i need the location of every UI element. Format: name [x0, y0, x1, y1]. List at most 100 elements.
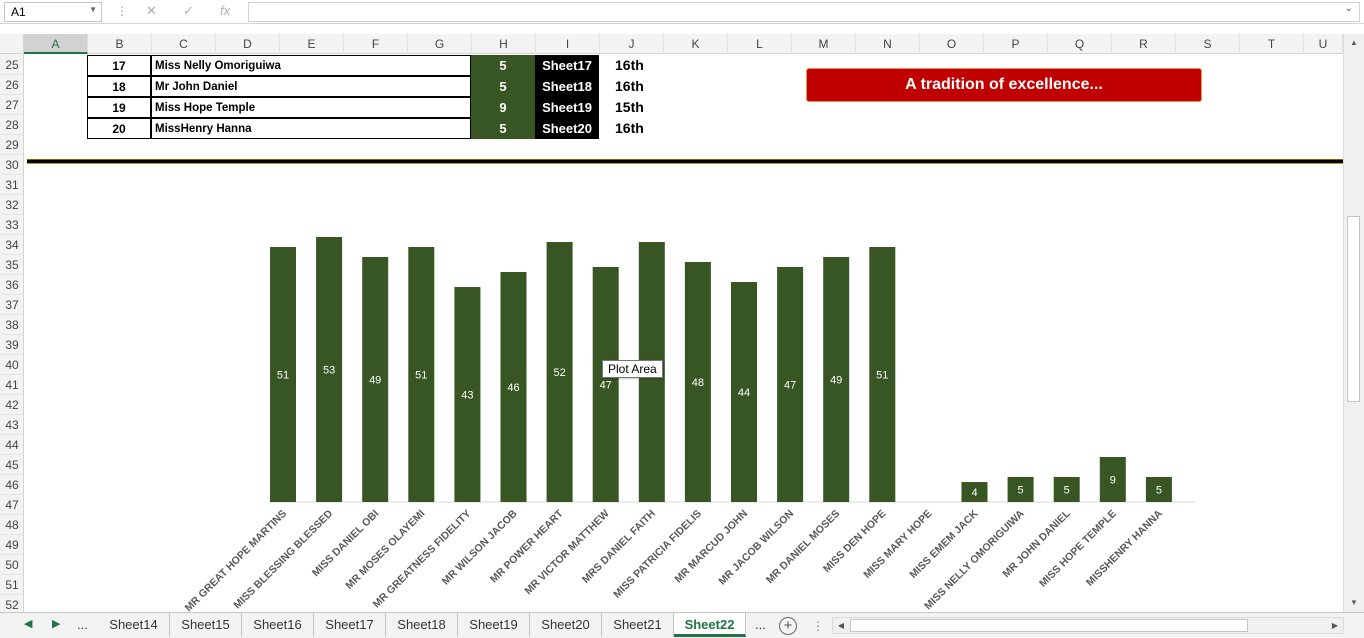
column-header-f[interactable]: F [344, 34, 408, 54]
table-cell-name[interactable]: Miss Hope Temple [151, 97, 471, 118]
horizontal-scroll-thumb[interactable] [850, 619, 1248, 632]
chart-bar[interactable] [270, 247, 296, 502]
table-cell-name[interactable]: MissHenry Hanna [151, 118, 471, 139]
select-all-corner[interactable] [0, 34, 24, 54]
formula-input[interactable]: ⌄ [248, 2, 1360, 22]
x-icon[interactable]: ✕ [146, 3, 157, 18]
vertical-scrollbar[interactable]: ▲ ▼ [1343, 34, 1364, 612]
row-header-44[interactable]: 44 [0, 435, 23, 455]
column-header-e[interactable]: E [280, 34, 344, 54]
row-header-27[interactable]: 27 [0, 95, 23, 115]
chart-bar[interactable] [1145, 477, 1172, 502]
chart-bar[interactable] [500, 272, 527, 502]
vertical-dots-icon[interactable]: ⋮ [812, 619, 824, 633]
chevron-down-icon[interactable]: ⌄ [1344, 3, 1353, 14]
row-header-48[interactable]: 48 [0, 515, 23, 535]
chart-bar[interactable] [961, 482, 988, 502]
name-box[interactable]: A1 ▼ [4, 2, 102, 22]
table-cell-position[interactable]: 16th [615, 57, 644, 73]
sheet-tab-sheet16[interactable]: Sheet16 [242, 613, 314, 637]
column-header-n[interactable]: N [856, 34, 920, 54]
chart-bar[interactable] [316, 237, 343, 502]
vertical-scroll-thumb[interactable] [1347, 216, 1360, 402]
column-header-s[interactable]: S [1176, 34, 1240, 54]
row-header-40[interactable]: 40 [0, 355, 23, 375]
sheet-tab-sheet19[interactable]: Sheet19 [458, 613, 530, 637]
sheet-tab-sheet17[interactable]: Sheet17 [314, 613, 386, 637]
column-header-p[interactable]: P [984, 34, 1048, 54]
chart-bar[interactable] [684, 262, 711, 502]
horizontal-scrollbar[interactable]: ◀ ▶ [832, 617, 1344, 634]
chart-bar[interactable] [731, 282, 757, 502]
divider-line[interactable] [27, 159, 1343, 164]
tabs-more-right[interactable]: ... [755, 617, 766, 632]
chart-bar[interactable] [1053, 477, 1080, 502]
chart-bar[interactable] [777, 267, 804, 502]
row-header-52[interactable]: 52 [0, 595, 23, 612]
chart-bar[interactable] [454, 287, 481, 502]
row-header-29[interactable]: 29 [0, 135, 23, 155]
scroll-right-icon[interactable]: ▶ [1331, 621, 1339, 630]
column-header-a[interactable]: A [24, 34, 88, 54]
column-header-c[interactable]: C [152, 34, 216, 54]
column-header-j[interactable]: J [600, 34, 664, 54]
scroll-up-icon[interactable]: ▲ [1350, 38, 1358, 47]
column-header-i[interactable]: I [536, 34, 600, 54]
row-header-49[interactable]: 49 [0, 535, 23, 555]
worksheet-grid[interactable]: 17 Miss Nelly Omoriguiwa 5 Sheet17 16th 18 Mr … [25, 54, 1343, 612]
row-header-33[interactable]: 33 [0, 215, 23, 235]
sheet-tab-sheet15[interactable]: Sheet15 [170, 613, 242, 637]
table-cell-score[interactable]: 5 [471, 76, 535, 97]
tabs-more-left[interactable]: ... [77, 617, 88, 632]
tab-next-icon[interactable]: ▶ [52, 618, 61, 630]
row-header-26[interactable]: 26 [0, 75, 23, 95]
scroll-left-icon[interactable]: ◀ [837, 621, 845, 630]
row-header-25[interactable]: 25 [0, 55, 23, 75]
column-header-r[interactable]: R [1112, 34, 1176, 54]
row-header-37[interactable]: 37 [0, 295, 23, 315]
chart-bar[interactable] [869, 247, 896, 502]
sheet-tab-sheet20[interactable]: Sheet20 [530, 613, 602, 637]
chart-bar[interactable] [1007, 477, 1034, 502]
add-sheet-icon[interactable]: + [779, 617, 797, 635]
row-header-43[interactable]: 43 [0, 415, 23, 435]
sheet-tab-sheet21[interactable]: Sheet21 [602, 613, 674, 637]
row-header-36[interactable]: 36 [0, 275, 23, 295]
column-header-h[interactable]: H [472, 34, 536, 54]
table-cell-sheet[interactable]: Sheet18 [535, 76, 599, 97]
table-cell-position[interactable]: 16th [615, 78, 644, 94]
row-header-46[interactable]: 46 [0, 475, 23, 495]
table-cell-score[interactable]: 9 [471, 97, 535, 118]
column-header-b[interactable]: B [88, 34, 152, 54]
table-cell-score[interactable]: 5 [471, 55, 535, 76]
check-icon[interactable]: ✓ [183, 3, 194, 18]
table-cell-sheet[interactable]: Sheet17 [535, 55, 599, 76]
fx-icon[interactable]: fx [220, 3, 231, 18]
table-cell-sheet[interactable]: Sheet20 [535, 118, 599, 139]
row-header-41[interactable]: 41 [0, 375, 23, 395]
chevron-down-icon[interactable]: ▼ [89, 5, 97, 14]
table-cell-name[interactable]: Miss Nelly Omoriguiwa [151, 55, 471, 76]
table-cell-number[interactable]: 18 [87, 76, 151, 97]
column-header-l[interactable]: L [728, 34, 792, 54]
sheet-tab-sheet22[interactable]: Sheet22 [674, 613, 746, 637]
row-header-32[interactable]: 32 [0, 195, 23, 215]
chart-bar[interactable] [1099, 457, 1126, 502]
chart-bar[interactable] [362, 257, 389, 502]
chart-bar[interactable] [823, 257, 850, 502]
table-cell-sheet[interactable]: Sheet19 [535, 97, 599, 118]
row-header-35[interactable]: 35 [0, 255, 23, 275]
chart-bar[interactable] [592, 267, 619, 502]
table-cell-number[interactable]: 19 [87, 97, 151, 118]
column-header-u[interactable]: U [1304, 34, 1343, 54]
table-cell-score[interactable]: 5 [471, 118, 535, 139]
tab-prev-icon[interactable]: ◀ [24, 618, 33, 630]
chart-bar[interactable] [408, 247, 435, 502]
table-cell-position[interactable]: 16th [615, 120, 644, 136]
row-header-42[interactable]: 42 [0, 395, 23, 415]
row-header-47[interactable]: 47 [0, 495, 23, 515]
column-header-o[interactable]: O [920, 34, 984, 54]
row-header-50[interactable]: 50 [0, 555, 23, 575]
row-header-51[interactable]: 51 [0, 575, 23, 595]
